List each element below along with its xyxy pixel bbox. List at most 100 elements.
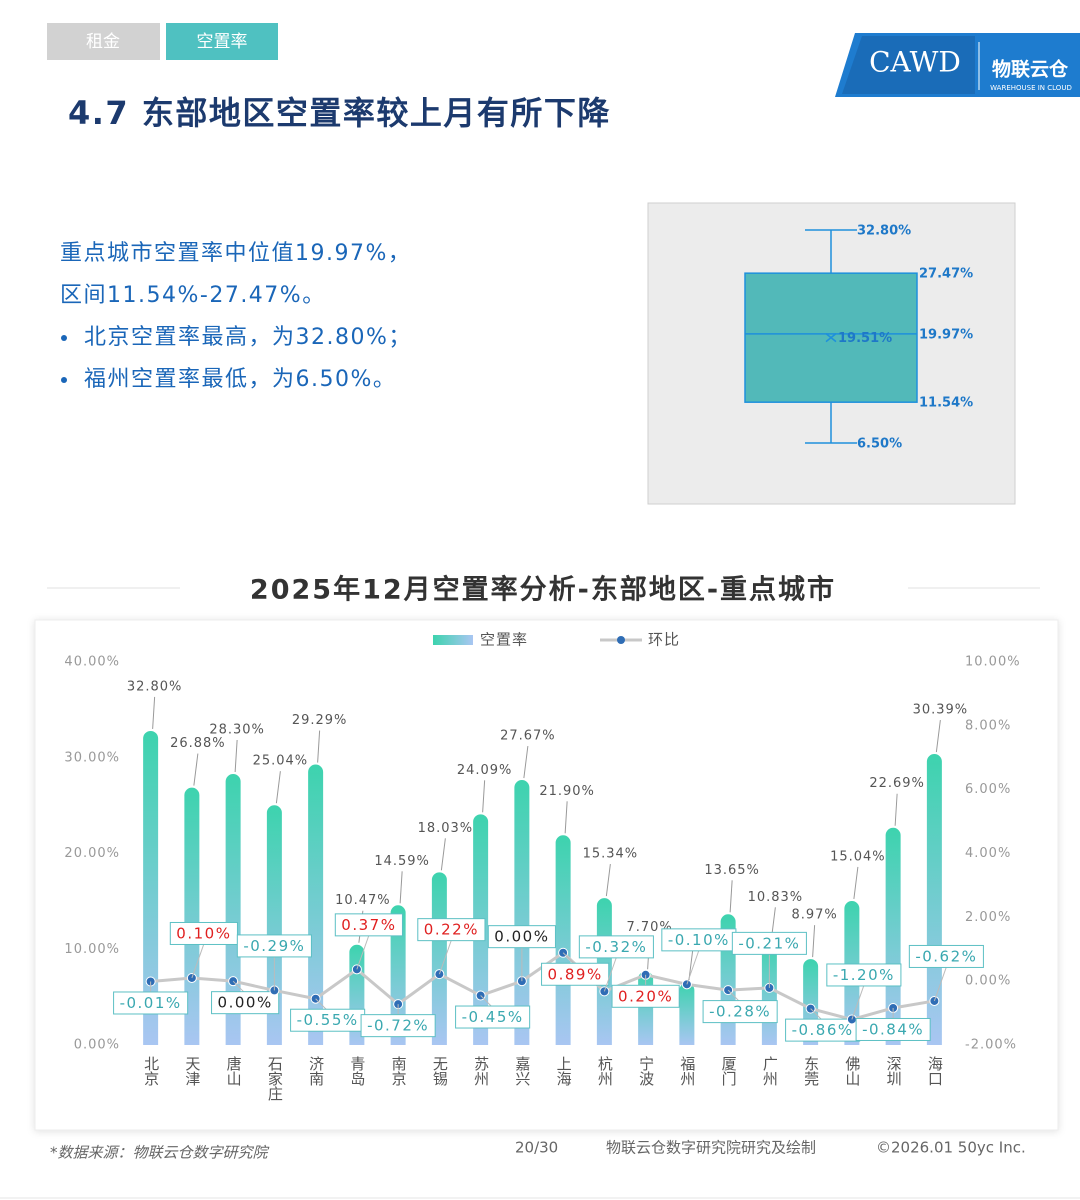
box-mean-label: 19.51% <box>838 331 892 346</box>
x-tick-label: 上海 <box>555 1056 573 1086</box>
y-tick-label: 20.00% <box>64 846 120 861</box>
x-tick-label: 宁波 <box>637 1056 655 1086</box>
tab-bg[interactable] <box>166 23 278 60</box>
leader <box>482 780 486 813</box>
leader <box>317 730 321 763</box>
tab-bg[interactable] <box>47 23 160 60</box>
x-tick-label: 无锡 <box>431 1056 449 1086</box>
x-tick-label: 厦门 <box>720 1056 738 1087</box>
bar <box>926 754 942 1045</box>
bar-label: 21.90% <box>539 784 595 799</box>
x-tick-label: 石家庄 <box>266 1056 284 1101</box>
leader <box>935 719 941 753</box>
bar <box>885 827 901 1045</box>
heading: 4.7 东部地区空置率较上月有所下降 <box>68 94 611 132</box>
bar <box>390 905 406 1045</box>
x-tick-label: 深圳 <box>885 1056 903 1086</box>
y2-tick-label: -2.00% <box>965 1038 1017 1053</box>
label-box <box>702 1000 778 1024</box>
y2-tick-label: 6.00% <box>965 782 1011 797</box>
change-label: -0.29% <box>243 937 305 955</box>
copyright: ©2026.01 50yc Inc. <box>876 1139 1026 1157</box>
leader <box>152 696 156 729</box>
label-box <box>826 963 902 987</box>
leader <box>523 745 529 779</box>
bar-label: 26.88% <box>170 736 226 751</box>
box-label: 32.80% <box>857 224 911 239</box>
leader <box>275 771 281 804</box>
x-tick-label: 济南 <box>307 1056 325 1086</box>
bullet <box>61 377 67 383</box>
leader <box>853 866 859 900</box>
credit: 物联云仓数字研究院研究及绘制 <box>606 1139 816 1157</box>
change-label: -0.28% <box>709 1003 771 1021</box>
bar-label: 15.34% <box>583 847 639 862</box>
bullet <box>61 335 67 341</box>
leader <box>605 864 611 897</box>
logo-mark: CAWD <box>869 46 961 79</box>
leader <box>894 793 898 826</box>
logo-bg <box>842 36 975 94</box>
bar-label: 29.29% <box>292 713 348 728</box>
box-label: 27.47% <box>919 267 973 282</box>
legend-label: 环比 <box>648 631 680 649</box>
leader <box>440 838 446 871</box>
bar-label: 14.59% <box>374 854 430 869</box>
page-number: 20/30 <box>515 1139 558 1157</box>
label-box <box>455 1005 531 1029</box>
x-tick-label: 北京 <box>142 1056 160 1087</box>
bar-label: 28.30% <box>209 723 265 738</box>
y-tick-label: 10.00% <box>64 942 120 957</box>
x-tick-label: 东莞 <box>802 1056 820 1087</box>
leader <box>851 985 865 1020</box>
label-box <box>611 984 680 1008</box>
bar <box>225 774 241 1045</box>
bar-label: 7.70% <box>626 920 672 935</box>
label-box <box>169 921 238 945</box>
x-tick-label: 南京 <box>390 1056 408 1087</box>
leader <box>191 943 205 979</box>
change-label: -0.10% <box>668 931 730 949</box>
x-tick-label: 佛山 <box>843 1056 861 1086</box>
change-label: -0.45% <box>462 1008 524 1026</box>
x-tick-label: 广州 <box>761 1056 779 1086</box>
bar-label: 10.83% <box>748 890 804 905</box>
x-tick-label: 天津 <box>183 1056 201 1086</box>
change-label: -0.32% <box>585 938 647 956</box>
box-label: 6.50% <box>857 437 902 452</box>
bar <box>514 780 530 1045</box>
box-label: 11.54% <box>919 396 973 411</box>
bar <box>266 805 282 1045</box>
leader <box>686 950 700 985</box>
label-box <box>541 962 610 986</box>
leader <box>729 880 733 913</box>
legend-swatch <box>433 635 473 645</box>
change-label: 0.10% <box>176 924 231 942</box>
x-tick-label: 嘉兴 <box>513 1056 531 1086</box>
label-box <box>334 913 403 937</box>
y2-tick-label: 0.00% <box>965 974 1011 989</box>
summary-line: 重点城市空置率中位值19.97%， <box>60 241 411 266</box>
bar-label: 18.03% <box>418 821 474 836</box>
tab[interactable]: 空置率 <box>197 32 248 52</box>
y2-tick-label: 4.00% <box>965 846 1011 861</box>
change-label: -0.84% <box>862 1020 924 1038</box>
leader <box>193 753 199 786</box>
change-label: 0.20% <box>618 987 673 1005</box>
title-bg <box>180 568 908 615</box>
change-label: 0.37% <box>341 916 396 934</box>
change-label: -0.55% <box>297 1011 359 1029</box>
change-label: -0.62% <box>915 947 977 965</box>
y2-tick-label: 8.00% <box>965 718 1011 733</box>
box-label: 19.97% <box>919 327 973 342</box>
tab[interactable]: 租金 <box>86 32 120 52</box>
label-box <box>487 925 556 949</box>
bar-label: 32.80% <box>127 679 183 694</box>
bar <box>143 730 159 1045</box>
x-tick-label: 福州 <box>678 1056 696 1086</box>
leader <box>564 801 568 834</box>
bar <box>308 764 324 1045</box>
logo-brand-en: WAREHOUSE IN CLOUD <box>990 84 1072 92</box>
